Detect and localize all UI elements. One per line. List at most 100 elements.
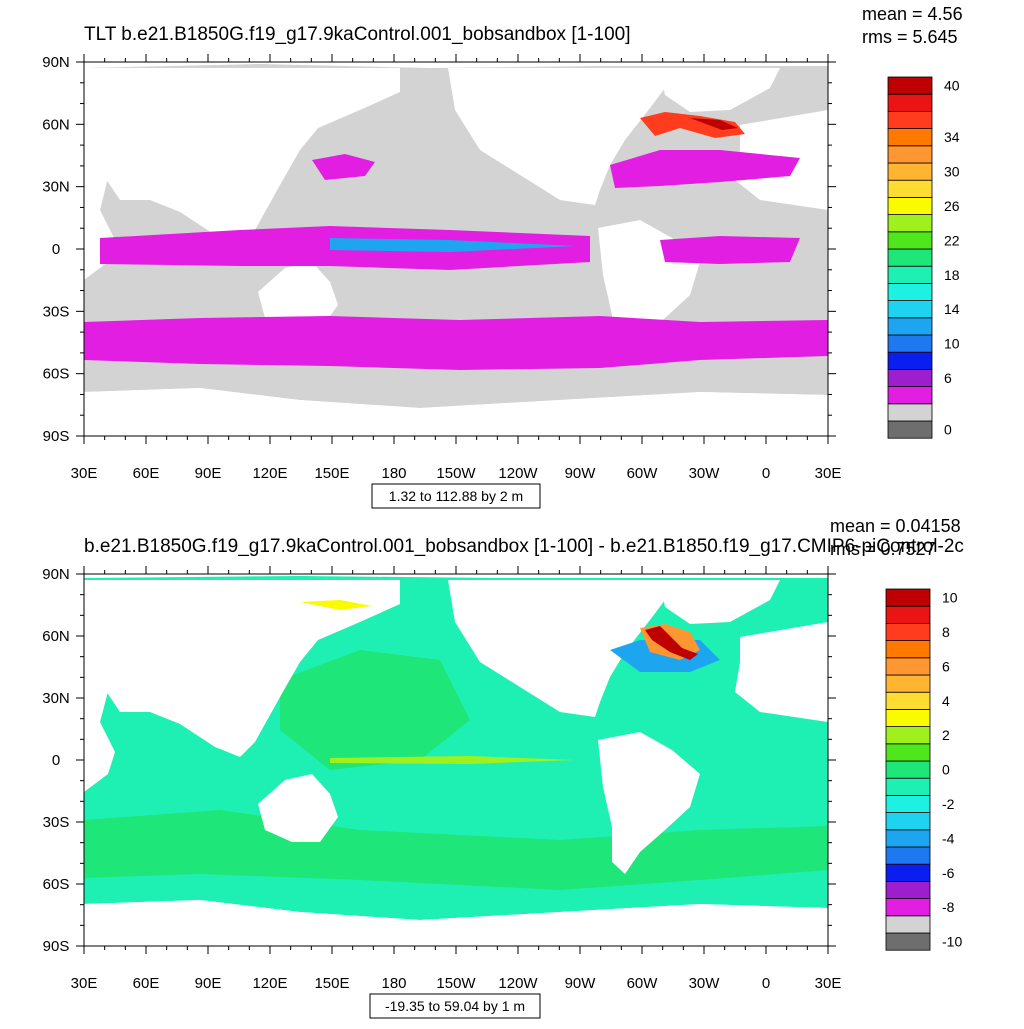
panel-2-antarctica (84, 900, 828, 946)
panel-2-range-label: -19.35 to 59.04 by 1 m (385, 998, 525, 1014)
colorbar-label: 40 (944, 78, 960, 94)
panel-1-map (84, 62, 828, 436)
panel-1-kuroshio-band (312, 154, 375, 180)
x-tick-label: 150W (436, 975, 476, 992)
y-tick-label: 60S (43, 876, 70, 893)
panel-2-equatorial-warm (330, 756, 575, 764)
x-tick-label: 150W (436, 465, 476, 482)
panel-2-map (84, 574, 828, 946)
colorbar-swatch (887, 145, 933, 164)
colorbar-label: 18 (944, 267, 960, 283)
panel-1-labrador-core (690, 118, 738, 130)
panel-2-mean: mean = 0.04158 (830, 516, 961, 536)
colorbar-swatch (887, 214, 933, 233)
colorbar-swatch (887, 248, 933, 267)
colorbar-swatch (887, 351, 933, 370)
x-tick-label: 60W (627, 975, 659, 992)
x-tick-label: 0 (762, 975, 770, 992)
panel-2: b.e21.B1850G.f19_g17.9kaControl.001_bobs… (42, 516, 964, 1019)
panel-1-atlantic-equatorial-band (660, 236, 800, 264)
x-tick-label: 30W (689, 975, 721, 992)
panel-1-colorbar: 0 6 10 14 18 22 26 30 34 40 (887, 76, 960, 439)
panel-2-australia (258, 774, 338, 842)
panel-1-southern-ocean-band (84, 316, 828, 370)
panel-2-green-patches (84, 580, 828, 890)
panel-1-rms: rms = 5.645 (862, 27, 958, 47)
y-tick-label: 0 (52, 241, 60, 258)
panel-2-range-box (369, 993, 541, 1019)
colorbar-swatch (885, 674, 931, 693)
colorbar-swatch (887, 111, 933, 130)
colorbar-swatch (885, 777, 931, 796)
colorbar-swatch (885, 709, 931, 728)
panel-2-europe (735, 622, 828, 722)
panel-2-asia (84, 580, 400, 757)
x-tick-label: 90W (565, 975, 597, 992)
colorbar-label: 6 (944, 370, 952, 386)
colorbar-swatch (885, 812, 931, 831)
colorbar-swatch (887, 162, 933, 181)
panel-1-title: TLT b.e21.B1850G.f19_g17.9kaControl.001_… (84, 24, 630, 45)
colorbar-swatch (885, 915, 931, 934)
y-tick-label: 90S (43, 938, 70, 955)
x-tick-label: 60W (627, 465, 659, 482)
colorbar-label: 22 (944, 232, 960, 248)
x-tick-label: 120W (498, 975, 538, 992)
y-tick-label: 30S (43, 814, 70, 831)
y-tick-label: 60N (42, 116, 70, 133)
colorbar-swatch (887, 300, 933, 319)
colorbar-swatch (885, 932, 931, 951)
panel-1-asia (84, 68, 400, 245)
colorbar-swatch (887, 231, 933, 250)
colorbar-label: 34 (944, 129, 960, 145)
panel-1-ticks: 30E 60E 90E 120E 150E 180 150W 120W 90W 60W 30W 0 30… (42, 54, 841, 482)
x-tick-label: 90E (195, 975, 222, 992)
panel-1-range-label: 1.32 to 112.88 by 2 m (389, 488, 523, 504)
x-tick-label: 60E (133, 465, 160, 482)
panel-2-arctic-warm (300, 600, 372, 610)
colorbar-swatch (885, 605, 931, 624)
panel-2-south-america (598, 732, 700, 874)
colorbar-swatch (887, 196, 933, 215)
x-tick-label: 60E (133, 975, 160, 992)
colorbar-swatch (885, 846, 931, 865)
colorbar-swatch (887, 368, 933, 387)
x-tick-label: 90W (565, 465, 597, 482)
colorbar-swatch (887, 282, 933, 301)
colorbar-swatch (887, 93, 933, 112)
colorbar-swatch (885, 726, 931, 745)
colorbar-label: 0 (944, 422, 952, 438)
x-tick-label: 150E (314, 465, 349, 482)
colorbar-label: 10 (944, 336, 960, 352)
colorbar-swatch (885, 863, 931, 882)
colorbar-swatch (885, 588, 931, 607)
x-tick-label: 180 (381, 975, 406, 992)
y-tick-label: 0 (52, 752, 60, 769)
x-tick-label: 150E (314, 975, 349, 992)
panel-2-greenland (660, 580, 780, 624)
colorbar-label: 14 (944, 301, 960, 317)
x-tick-label: 30W (689, 465, 721, 482)
colorbar-swatch (885, 898, 931, 917)
colorbar-swatch (885, 623, 931, 642)
colorbar-swatch (887, 317, 933, 336)
colorbar-label: 4 (942, 693, 950, 709)
x-tick-label: 30E (71, 975, 98, 992)
x-tick-label: 0 (762, 465, 770, 482)
panel-1-antarctica (84, 388, 828, 436)
panel-1-australia (258, 262, 338, 330)
x-tick-label: 120E (252, 465, 287, 482)
panel-1: TLT b.e21.B1850G.f19_g17.9kaControl.001_… (42, 4, 963, 509)
colorbar-label: -2 (942, 796, 955, 812)
y-tick-label: 30N (42, 179, 70, 196)
colorbar-swatch (887, 128, 933, 147)
colorbar-swatch (885, 881, 931, 900)
colorbar-swatch (887, 334, 933, 353)
colorbar-label: -8 (942, 899, 955, 915)
panel-2-title: b.e21.B1850G.f19_g17.9kaControl.001_bobs… (84, 536, 964, 557)
panel-2-ticks: 30E 60E 90E 120E 150E 180 150W 120W 90W 60W 30W 0 30… (42, 566, 841, 992)
colorbar-label: 26 (944, 198, 960, 214)
colorbar-label: 8 (942, 624, 950, 640)
colorbar-swatch (887, 179, 933, 198)
